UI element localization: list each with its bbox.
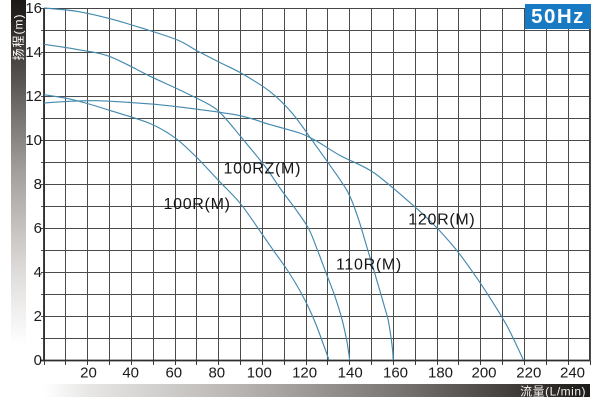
svg-text:120: 120	[292, 365, 317, 382]
svg-text:240: 240	[560, 365, 585, 382]
svg-text:160: 160	[383, 365, 408, 382]
svg-text:200: 200	[471, 365, 496, 382]
svg-text:180: 180	[428, 365, 453, 382]
svg-text:12: 12	[25, 88, 42, 105]
svg-text:16: 16	[25, 0, 42, 17]
svg-text:14: 14	[25, 44, 42, 61]
svg-text:8: 8	[34, 176, 42, 193]
svg-text:140: 140	[338, 365, 363, 382]
svg-text:100: 100	[247, 365, 272, 382]
svg-text:4: 4	[34, 264, 42, 281]
svg-text:2: 2	[34, 308, 42, 325]
svg-text:120R(M): 120R(M)	[408, 211, 475, 228]
svg-text:110R(M): 110R(M)	[336, 257, 402, 274]
svg-text:220: 220	[516, 365, 541, 382]
svg-text:6: 6	[34, 220, 42, 237]
svg-text:60: 60	[165, 365, 182, 382]
svg-text:80: 80	[208, 365, 225, 382]
svg-text:100RZ(M): 100RZ(M)	[224, 160, 302, 177]
svg-text:100R(M): 100R(M)	[164, 196, 231, 213]
svg-text:40: 40	[122, 365, 139, 382]
svg-text:20: 20	[80, 365, 97, 382]
svg-text:0: 0	[34, 352, 42, 369]
svg-text:10: 10	[25, 132, 42, 149]
